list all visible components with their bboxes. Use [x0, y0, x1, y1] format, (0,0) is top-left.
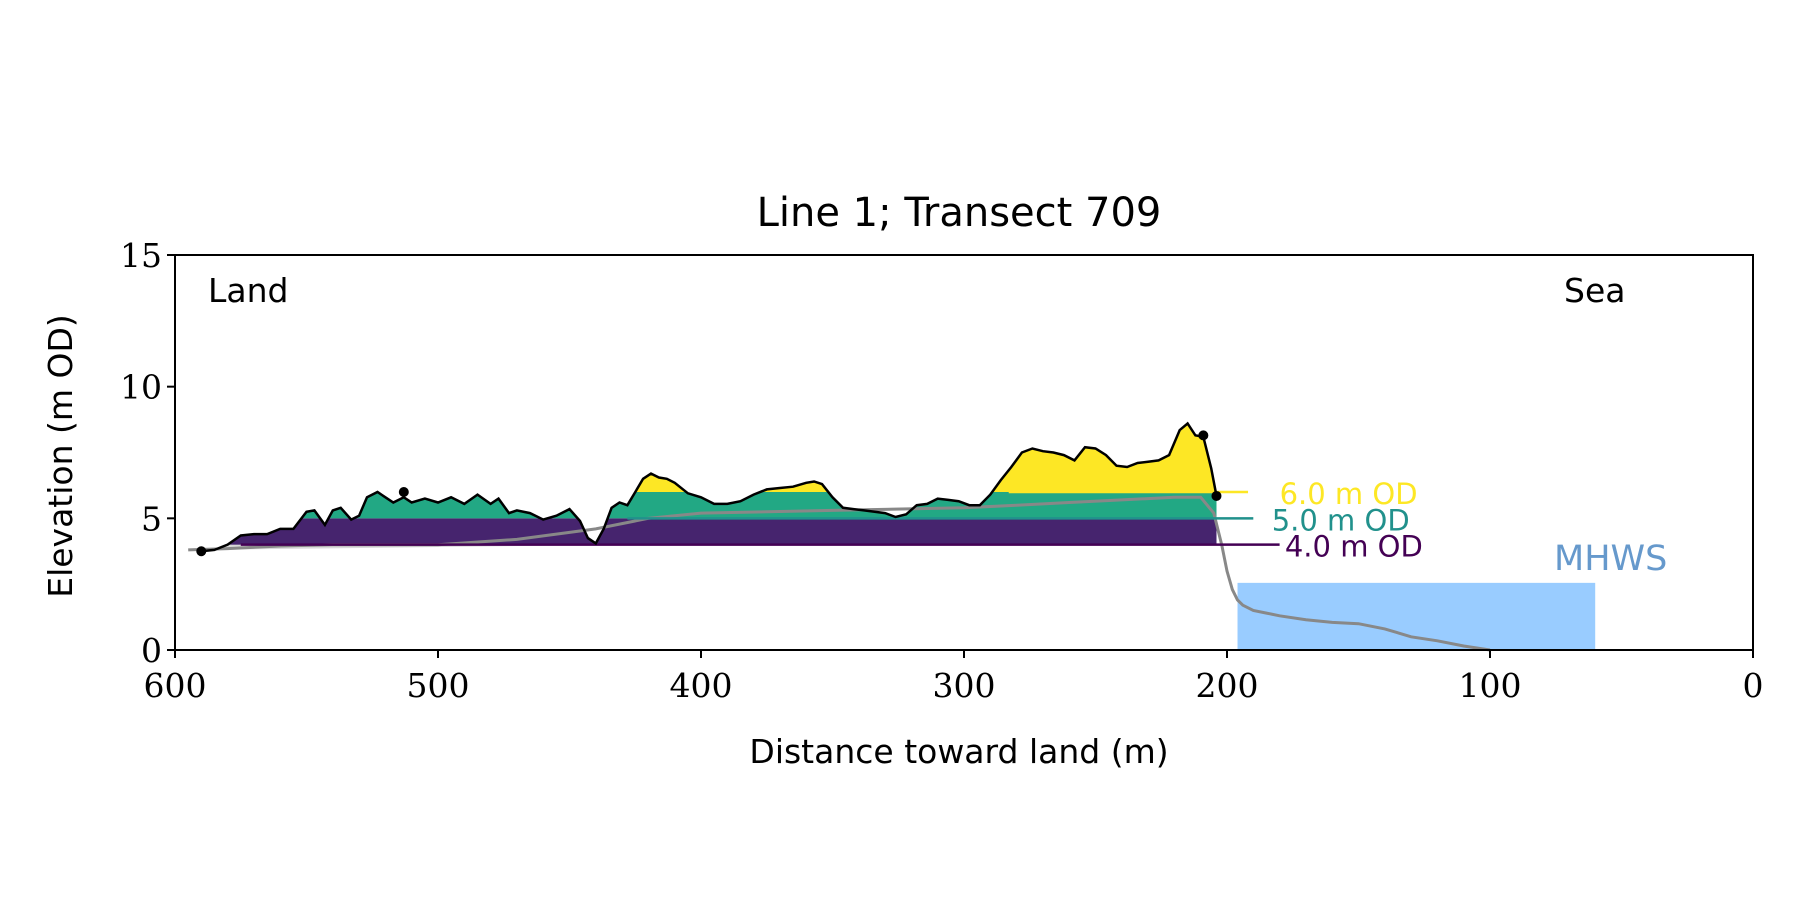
land-annotation: Land	[208, 271, 288, 310]
y-tick-label: 15	[120, 236, 162, 275]
level-label-1: 4.0 m OD	[1285, 530, 1423, 564]
underlying-profile-line	[188, 495, 1491, 652]
profile-marker-4	[1211, 490, 1222, 501]
y-tick-label: 0	[141, 631, 162, 670]
level-band-fill-2	[201, 492, 1217, 519]
x-axis-label: Distance toward land (m)	[749, 732, 1168, 771]
x-axis-ticks: 600 500 400 300 200 100 0	[144, 650, 1764, 705]
x-tick-label: 400	[670, 666, 733, 705]
profile-line	[201, 421, 1218, 553]
y-tick-label: 5	[141, 499, 162, 538]
x-tick-label: 200	[1196, 666, 1259, 705]
profile-marker-1	[196, 546, 207, 557]
level-label-3: 6.0 m OD	[1280, 477, 1418, 511]
x-tick-label: 100	[1459, 666, 1522, 705]
mhws-label: MHWS	[1554, 539, 1667, 579]
marker-group	[196, 430, 1222, 557]
y-axis-ticks: 0 5 10 15	[120, 236, 175, 670]
sea-annotation: Sea	[1564, 271, 1625, 310]
x-tick-label: 600	[144, 666, 207, 705]
chart-title: Line 1; Transect 709	[757, 190, 1162, 236]
level-band-fill-1	[201, 518, 1217, 545]
x-tick-label: 300	[933, 666, 996, 705]
profile-marker-3	[1198, 430, 1209, 441]
level-label-group: 4.0 m OD5.0 m OD6.0 m OD	[1272, 477, 1423, 564]
y-axis-label: Elevation (m OD)	[41, 314, 80, 598]
level-band-fill-3	[201, 423, 1217, 492]
profile-marker-2	[398, 487, 409, 497]
level-label-2: 5.0 m OD	[1272, 503, 1410, 537]
x-tick-label: 500	[407, 666, 470, 705]
x-tick-label: 0	[1743, 666, 1764, 705]
y-tick-label: 10	[120, 368, 162, 407]
profile-line-group	[188, 421, 1491, 652]
